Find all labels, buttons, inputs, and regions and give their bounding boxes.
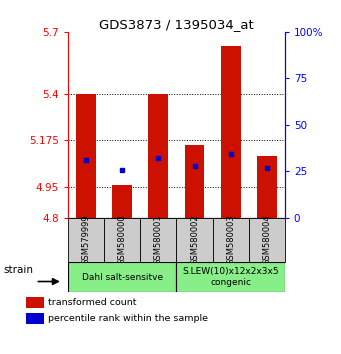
Text: strain: strain bbox=[3, 266, 33, 275]
Text: GSM580003: GSM580003 bbox=[226, 215, 235, 265]
Bar bbox=[249, 218, 285, 262]
Bar bbox=[104, 218, 140, 262]
Text: transformed count: transformed count bbox=[48, 298, 137, 307]
Bar bbox=[27, 313, 44, 324]
Title: GDS3873 / 1395034_at: GDS3873 / 1395034_at bbox=[99, 18, 254, 31]
Text: GSM580000: GSM580000 bbox=[118, 215, 127, 265]
Text: GSM580002: GSM580002 bbox=[190, 215, 199, 265]
Text: GSM580001: GSM580001 bbox=[154, 215, 163, 265]
Bar bbox=[184, 145, 205, 218]
Text: GSM580004: GSM580004 bbox=[262, 215, 271, 265]
Text: GSM579999: GSM579999 bbox=[82, 215, 91, 265]
Bar bbox=[212, 218, 249, 262]
Bar bbox=[257, 156, 277, 218]
Bar bbox=[27, 297, 44, 308]
Bar bbox=[68, 218, 104, 262]
Bar bbox=[76, 94, 96, 218]
Bar bbox=[113, 185, 132, 218]
Bar bbox=[148, 94, 168, 218]
Bar bbox=[221, 46, 240, 218]
Text: S.LEW(10)x12x2x3x5
congenic: S.LEW(10)x12x2x3x5 congenic bbox=[182, 267, 279, 287]
Bar bbox=[177, 262, 285, 292]
Bar bbox=[140, 218, 177, 262]
Bar bbox=[68, 262, 177, 292]
Bar bbox=[177, 218, 212, 262]
Text: Dahl salt-sensitve: Dahl salt-sensitve bbox=[82, 273, 163, 281]
Text: percentile rank within the sample: percentile rank within the sample bbox=[48, 314, 208, 323]
